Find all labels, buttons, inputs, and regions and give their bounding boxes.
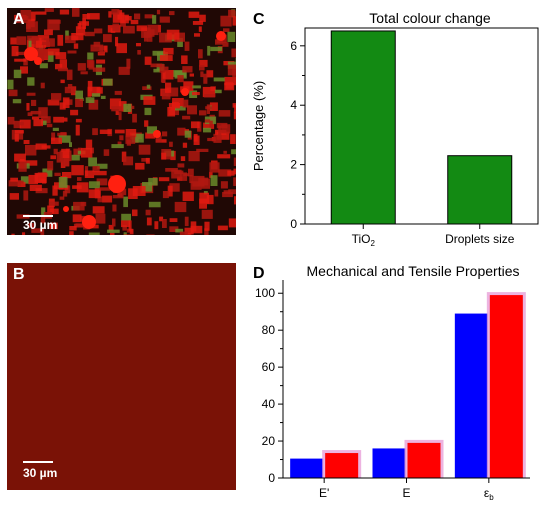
chart-c-frame (304, 27, 539, 225)
micrograph-b: B 30 µm (7, 263, 236, 490)
y-tick-label: 0 (268, 471, 275, 485)
chart-c: C Total colour change 0 2 4 6 Percentage (%) Ti… (251, 10, 539, 248)
y-tick-label: 60 (262, 360, 276, 374)
panel-letter-d: D (253, 265, 265, 282)
bar-series-1 (454, 313, 488, 478)
x-tick-label: TiO2 (352, 232, 376, 248)
micrograph-b-image (7, 263, 236, 490)
panel-letter-b: B (13, 266, 25, 283)
micrograph-a-image (7, 8, 236, 235)
droplet (24, 47, 38, 61)
bar-series-1 (372, 448, 406, 478)
bar-series-2 (325, 453, 359, 478)
y-tick-label: 40 (262, 397, 276, 411)
y-tick-label: 100 (255, 286, 275, 300)
bar (330, 30, 396, 225)
y-tick-label: 0 (290, 217, 297, 231)
droplet (181, 88, 189, 96)
micrograph-a: A 30 µm (7, 8, 236, 235)
y-tick-label: 20 (262, 434, 276, 448)
panel-letter-a: A (13, 11, 25, 28)
bar-series-2 (407, 442, 441, 478)
chart-d-title: Mechanical and Tensile Properties (307, 263, 520, 279)
x-tick-label: Droplets size (445, 232, 515, 246)
bar-series-1 (290, 458, 324, 478)
chart-c-ylabel: Percentage (%) (251, 81, 266, 171)
x-tick-label: E' (319, 486, 329, 500)
droplet (82, 215, 96, 229)
chart-d: D Mechanical and Tensile Properties 0 20 40 6… (253, 263, 530, 502)
droplet (108, 175, 126, 193)
droplet (216, 31, 226, 41)
micrograph-b-background (7, 263, 236, 490)
panel-letter-c: C (253, 11, 265, 28)
y-tick-label: 4 (290, 98, 297, 112)
scale-bar-b (23, 461, 53, 463)
scale-label-b: 30 µm (23, 466, 58, 480)
y-tick-label: 6 (290, 39, 297, 53)
droplet (34, 57, 42, 65)
scale-bar-a (23, 215, 53, 217)
scale-label-a: 30 µm (23, 218, 58, 232)
x-tick-label: εb (484, 486, 494, 502)
chart-c-title: Total colour change (369, 10, 491, 26)
y-tick-label: 80 (262, 323, 276, 337)
droplet (153, 130, 161, 138)
droplet (63, 206, 69, 212)
x-tick-label: E (402, 486, 410, 500)
bar-series-2 (489, 295, 523, 478)
y-tick-label: 2 (290, 158, 297, 172)
bar (447, 155, 513, 225)
